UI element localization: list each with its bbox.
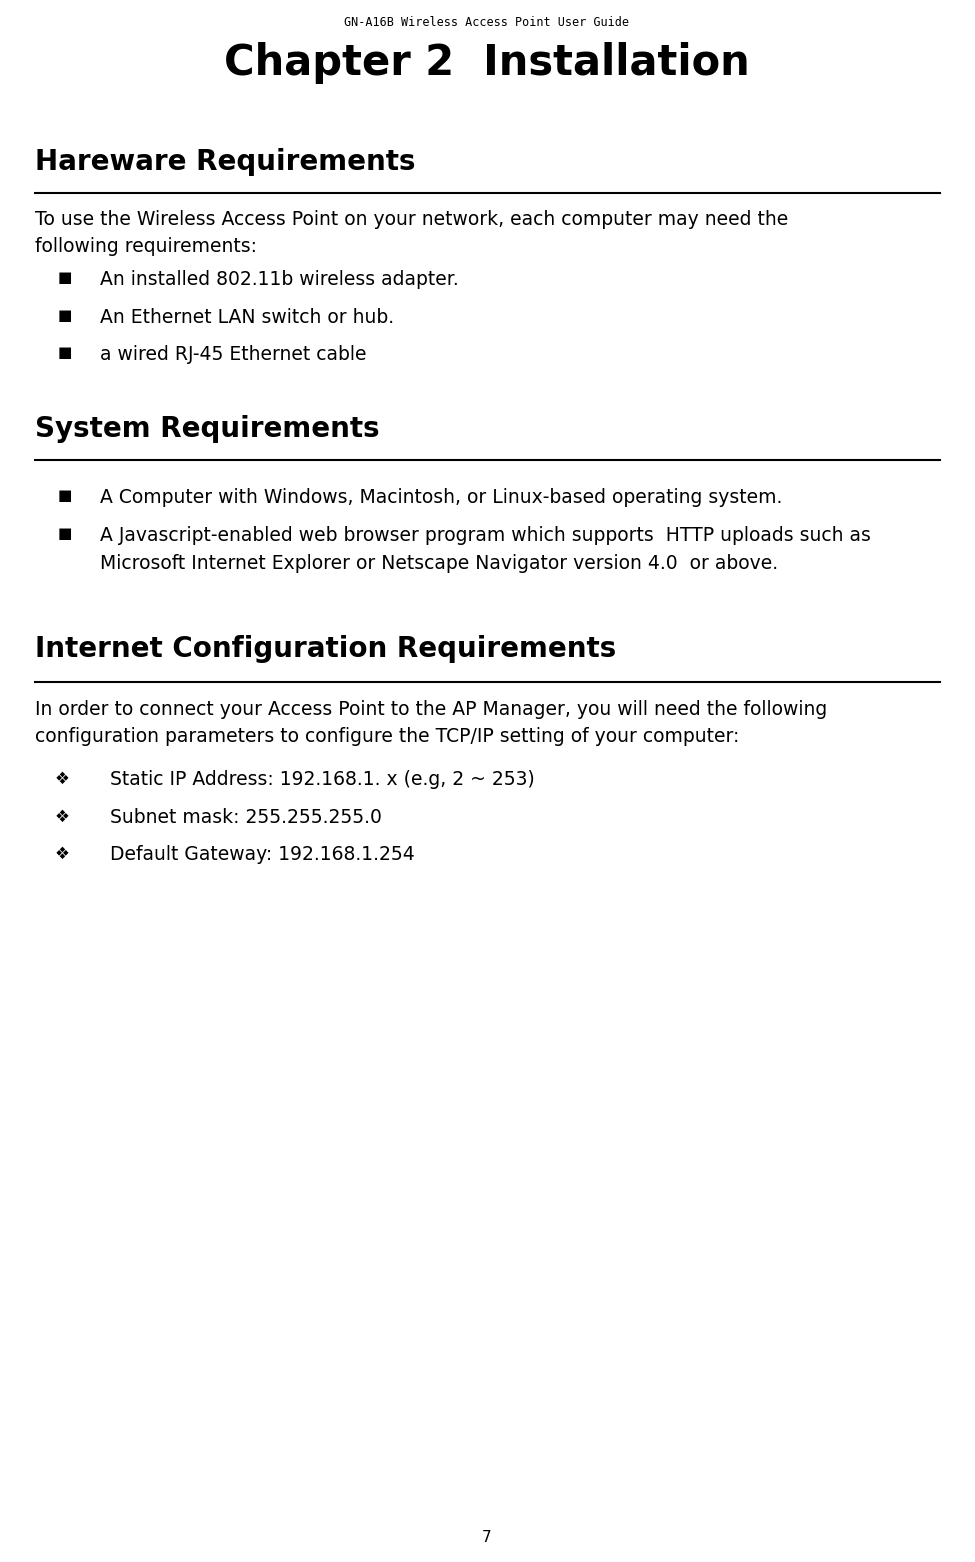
Text: To use the Wireless Access Point on your network, each computer may need the: To use the Wireless Access Point on your… (35, 209, 788, 230)
Text: In order to connect your Access Point to the AP Manager, you will need the follo: In order to connect your Access Point to… (35, 700, 827, 719)
Text: Microsoft Internet Explorer or Netscape Navigator version 4.0  or above.: Microsoft Internet Explorer or Netscape … (100, 555, 778, 573)
Text: a wired RJ-45 Ethernet cable: a wired RJ-45 Ethernet cable (100, 345, 367, 364)
Text: An Ethernet LAN switch or hub.: An Ethernet LAN switch or hub. (100, 308, 394, 326)
Text: ■: ■ (58, 487, 72, 503)
Text: System Requirements: System Requirements (35, 415, 379, 444)
Text: ❖: ❖ (55, 770, 70, 787)
Text: ■: ■ (58, 526, 72, 540)
Text: GN-A16B Wireless Access Point User Guide: GN-A16B Wireless Access Point User Guide (344, 16, 630, 30)
Text: ■: ■ (58, 270, 72, 284)
Text: A Computer with Windows, Macintosh, or Linux-based operating system.: A Computer with Windows, Macintosh, or L… (100, 487, 782, 508)
Text: A Javascript-enabled web browser program which supports  HTTP uploads such as: A Javascript-enabled web browser program… (100, 526, 871, 545)
Text: ■: ■ (58, 308, 72, 323)
Text: following requirements:: following requirements: (35, 237, 257, 256)
Text: 7: 7 (483, 1531, 491, 1545)
Text: ❖: ❖ (55, 808, 70, 826)
Text: Static IP Address: 192.168.1. x (e.g, 2 ~ 253): Static IP Address: 192.168.1. x (e.g, 2 … (110, 770, 534, 789)
Text: ❖: ❖ (55, 845, 70, 862)
Text: Internet Configuration Requirements: Internet Configuration Requirements (35, 636, 616, 662)
Text: Default Gateway: 192.168.1.254: Default Gateway: 192.168.1.254 (110, 845, 414, 864)
Text: ■: ■ (58, 345, 72, 359)
Text: Subnet mask: 255.255.255.0: Subnet mask: 255.255.255.0 (110, 808, 382, 826)
Text: Hareware Requirements: Hareware Requirements (35, 148, 415, 177)
Text: Chapter 2  Installation: Chapter 2 Installation (224, 42, 750, 84)
Text: An installed 802.11b wireless adapter.: An installed 802.11b wireless adapter. (100, 270, 459, 289)
Text: configuration parameters to configure the TCP/IP setting of your computer:: configuration parameters to configure th… (35, 726, 739, 747)
